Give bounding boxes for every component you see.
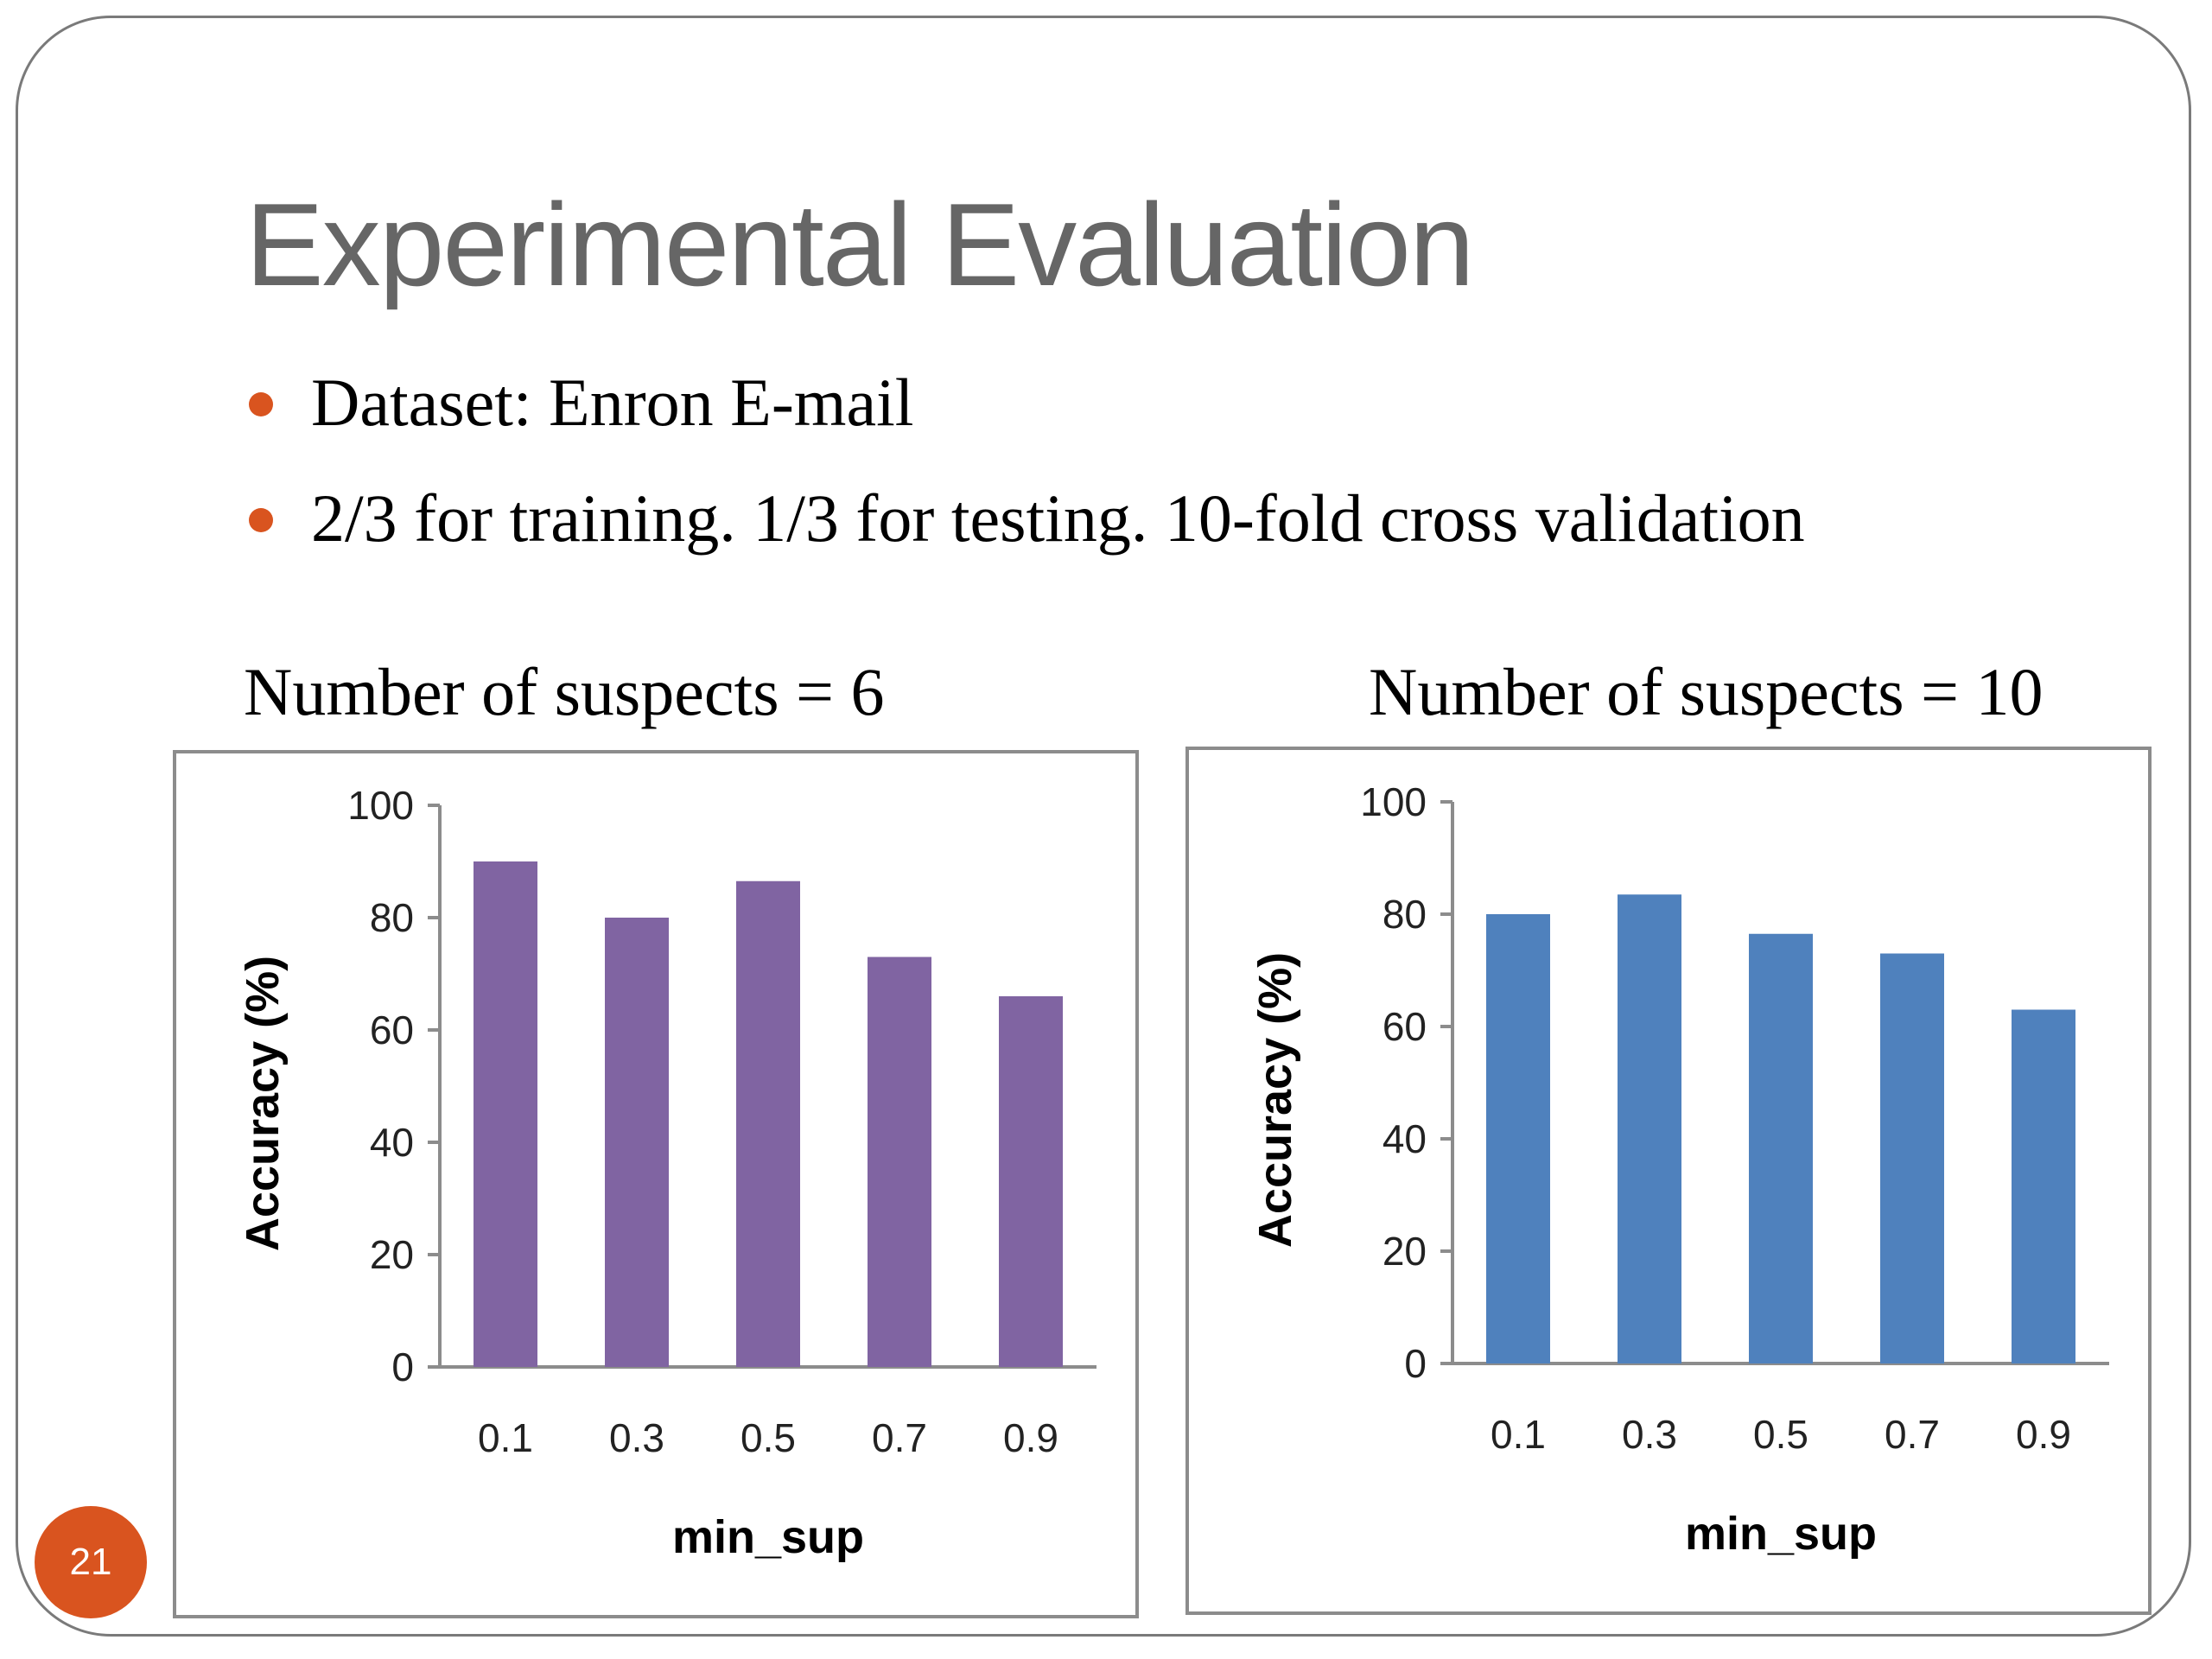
- chart-1-frame: 0 20 40 60 80 100 0.1 0.3 0.5 0.7 0.9 min_sup Accura…: [173, 750, 1139, 1618]
- x-tick-label: 0.9: [2016, 1412, 2071, 1457]
- y-tick-label: 80: [1382, 892, 1427, 937]
- x-tick-label: 0.3: [1622, 1412, 1677, 1457]
- bar: [999, 996, 1063, 1367]
- y-tick-label: 20: [370, 1232, 414, 1277]
- chart-2-caption: Number of suspects = 10: [1369, 654, 2044, 729]
- y-axis-title: Accuracy (%): [1249, 952, 1301, 1248]
- bullet-dot-icon: [249, 392, 273, 416]
- y-tick-label: 20: [1382, 1229, 1427, 1274]
- x-axis-title: min_sup: [672, 1511, 864, 1563]
- x-tick-label: 0.1: [478, 1415, 533, 1460]
- y-tick-label: 0: [1404, 1341, 1427, 1386]
- y-tick-label: 80: [370, 895, 414, 940]
- y-tick-label: 40: [1382, 1116, 1427, 1161]
- x-tick-label: 0.7: [1885, 1412, 1940, 1457]
- bar: [474, 861, 537, 1367]
- bullet-item: 2/3 for training. 1/3 for testing. 10-fo…: [242, 479, 1805, 558]
- bullet-list: Dataset: Enron E-mail 2/3 for training. …: [242, 363, 1805, 594]
- y-tick-label: 100: [1360, 779, 1427, 824]
- slide-title: Experimental Evaluation: [245, 179, 1475, 310]
- chart-1-plot: 0 20 40 60 80 100 0.1 0.3 0.5 0.7 0.9 min_sup Accura…: [237, 783, 1096, 1563]
- bar: [2012, 1009, 2075, 1363]
- chart-1-caption: Number of suspects = 6: [244, 654, 885, 729]
- y-tick-label: 100: [347, 783, 414, 828]
- bar: [1749, 933, 1813, 1363]
- x-tick-label: 0.5: [1753, 1412, 1808, 1457]
- chart-2-frame: 0 20 40 60 80 100 0.1 0.3 0.5 0.7 0.9 min_sup Accura…: [1185, 747, 2152, 1615]
- page-number-badge: 21: [35, 1506, 147, 1618]
- y-tick-label: 60: [1382, 1004, 1427, 1049]
- bullet-dot-icon: [249, 508, 273, 532]
- chart-2-plot: 0 20 40 60 80 100 0.1 0.3 0.5 0.7 0.9 min_sup Accura…: [1249, 779, 2109, 1560]
- x-tick-label: 0.5: [741, 1415, 796, 1460]
- bullet-text: 2/3 for training. 1/3 for testing. 10-fo…: [311, 480, 1805, 556]
- x-tick-label: 0.1: [1491, 1412, 1546, 1457]
- bullet-item: Dataset: Enron E-mail: [242, 363, 1805, 442]
- bar: [1880, 953, 1944, 1363]
- x-axis-title: min_sup: [1685, 1508, 1877, 1560]
- x-tick-label: 0.3: [609, 1415, 664, 1460]
- x-tick-label: 0.9: [1003, 1415, 1058, 1460]
- y-tick-label: 40: [370, 1120, 414, 1165]
- bar: [1618, 894, 1681, 1363]
- bar: [736, 880, 800, 1367]
- bar: [868, 957, 931, 1367]
- bullet-text: Dataset: Enron E-mail: [311, 365, 914, 440]
- y-tick-label: 60: [370, 1007, 414, 1052]
- bar: [605, 918, 669, 1367]
- bar: [1486, 914, 1550, 1363]
- y-axis-title: Accuracy (%): [237, 956, 289, 1251]
- x-tick-label: 0.7: [872, 1415, 927, 1460]
- y-tick-label: 0: [391, 1344, 414, 1389]
